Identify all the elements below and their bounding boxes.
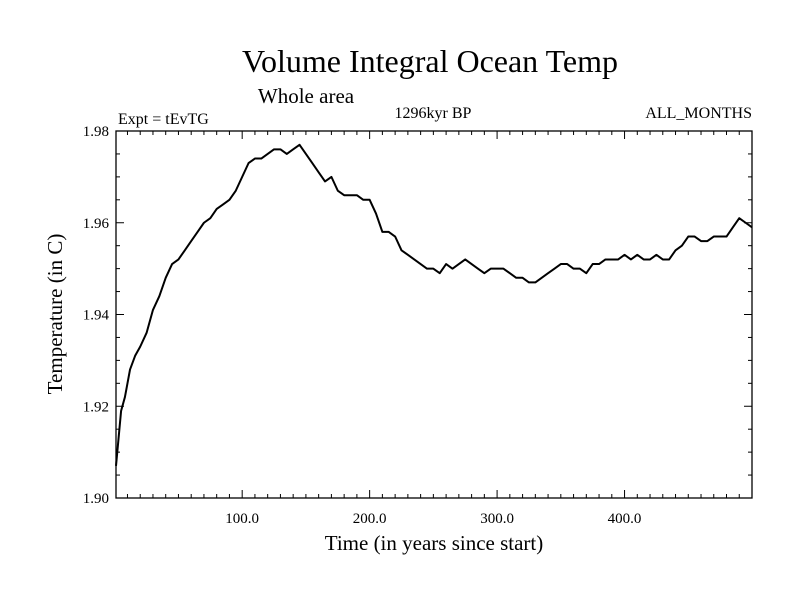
y-tick-label: 1.96: [83, 216, 110, 232]
y-tick-labels: 1.90 1.92 1.94 1.96 1.98: [83, 124, 110, 507]
y-tick-label: 1.90: [83, 491, 109, 507]
y-tick-label: 1.98: [83, 124, 109, 140]
chart-title: Volume Integral Ocean Temp: [242, 43, 618, 79]
y-tick-label: 1.94: [83, 308, 110, 324]
chart-subtitle: Whole area: [258, 84, 355, 108]
series-line: [115, 143, 753, 466]
x-tick-label: 100.0: [225, 511, 259, 527]
y-tick-label: 1.92: [83, 399, 109, 415]
series-layer: [115, 143, 753, 466]
x-tick-label: 200.0: [353, 511, 387, 527]
x-tick-label: 300.0: [480, 511, 514, 527]
period-label: 1296kyr BP: [395, 105, 472, 122]
axis-ticks: [116, 131, 752, 498]
y-axis-label: Temperature (in C): [43, 234, 67, 395]
x-axis-label: Time (in years since start): [325, 531, 544, 555]
months-label: ALL_MONTHS: [645, 105, 752, 122]
x-tick-labels: 100.0 200.0 300.0 400.0: [225, 511, 641, 527]
x-tick-label: 400.0: [608, 511, 642, 527]
experiment-label: Expt = tEvTG: [118, 111, 209, 128]
plot-frame: [115, 130, 753, 499]
